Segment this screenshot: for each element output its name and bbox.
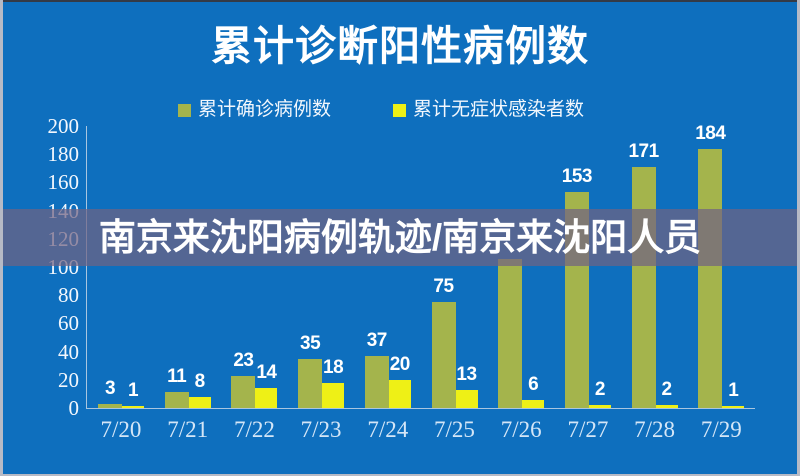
- confirmed-legend-swatch-icon: [178, 103, 191, 117]
- bar-confirmed: [364, 355, 389, 408]
- x-axis-tick-label: 7/26: [500, 417, 542, 442]
- x-axis-line: [86, 408, 755, 409]
- bar-asymptomatic: [322, 382, 345, 408]
- bar-confirmed: [431, 302, 456, 408]
- x-axis-tick-label: 7/22: [233, 417, 275, 442]
- y-axis-tick-label: 0: [68, 396, 80, 420]
- bar-asymptomatic: [522, 399, 545, 408]
- x-axis-tick-label: 7/20: [100, 417, 142, 442]
- page-title: 累计诊断阳性病例数: [211, 23, 589, 69]
- bar-value-label-asymptomatic: 6: [528, 373, 539, 395]
- overlay-banner: 南京来沈阳病例轨迹/南京来沈阳人员: [3, 209, 797, 266]
- bar-value-label-confirmed: 184: [695, 122, 726, 144]
- y-axis-line: [86, 126, 87, 408]
- bar-value-label-confirmed: 75: [433, 276, 454, 298]
- bar-confirmed: [698, 148, 723, 408]
- bar-value-label-confirmed: 171: [628, 140, 659, 162]
- bar-confirmed: [231, 375, 256, 408]
- bar-confirmed: [498, 258, 523, 408]
- bar-value-label-asymptomatic: 13: [456, 363, 477, 385]
- x-axis-tick-label: 7/24: [367, 417, 409, 442]
- bar-asymptomatic: [722, 406, 745, 408]
- bar-asymptomatic: [255, 388, 278, 408]
- x-axis-tick-label: 7/29: [700, 417, 742, 442]
- legend-item-asymptomatic: 累计无症状感染者数: [393, 100, 584, 120]
- bar-value-label-asymptomatic: 2: [661, 379, 673, 401]
- bar-value-label-confirmed: 3: [104, 377, 116, 399]
- x-axis-tick-label: 7/23: [300, 417, 342, 442]
- bar-value-label-confirmed: 35: [300, 332, 321, 354]
- x-axis-tick-label: 7/25: [434, 417, 475, 442]
- asymptomatic-legend-swatch-icon: [393, 103, 406, 117]
- overlay-headline-text: 南京来沈阳病例轨迹/南京来沈阳人员: [98, 217, 702, 258]
- bar-confirmed: [164, 392, 189, 408]
- bar-value-label-asymptomatic: 8: [194, 370, 206, 392]
- bar-confirmed: [98, 403, 122, 408]
- bar-value-label-asymptomatic: 1: [728, 380, 739, 401]
- legend-label-confirmed: 累计确诊病例数: [198, 99, 332, 120]
- legend-item-confirmed: 累计确诊病例数: [178, 100, 331, 120]
- bar-asymptomatic: [588, 405, 611, 408]
- y-axis-tick-label: 60: [58, 311, 79, 336]
- bar-asymptomatic: [655, 405, 678, 408]
- x-axis-tick-label: 7/28: [634, 417, 676, 442]
- x-axis-tick-label: 7/21: [167, 417, 209, 442]
- bar-value-label-confirmed: 11: [167, 366, 187, 388]
- chart-frame: 累计诊断阳性病例数 累计确诊病例数 累计无症状感染者数 0 20 40 60 80 100…: [3, 0, 797, 474]
- bar-value-label-confirmed: 23: [233, 349, 254, 371]
- bar-value-label-confirmed: 37: [366, 329, 388, 351]
- bar-value-label-asymptomatic: 14: [256, 362, 277, 384]
- bar-confirmed: [298, 358, 323, 408]
- bar-value-label-asymptomatic: 2: [594, 379, 606, 401]
- y-axis-tick-label: 40: [58, 339, 79, 364]
- y-axis-tick-label: 200: [47, 114, 80, 138]
- y-axis-tick-label: 160: [47, 170, 80, 195]
- y-axis-tick-label: 180: [47, 142, 80, 167]
- bar-asymptomatic: [122, 406, 144, 408]
- bar-value-label-asymptomatic: 1: [127, 380, 139, 401]
- bar-value-label-confirmed: 153: [561, 166, 593, 188]
- bar-asymptomatic: [455, 389, 478, 408]
- x-axis-tick-label: 7/27: [567, 417, 609, 442]
- y-axis-tick-label: 80: [58, 283, 79, 308]
- bar-asymptomatic: [188, 396, 211, 408]
- bar-value-label-asymptomatic: 18: [323, 356, 344, 378]
- bar-asymptomatic: [388, 379, 411, 408]
- y-axis-tick-label: 20: [58, 367, 79, 392]
- legend-label-asymptomatic: 累计无症状感染者数: [413, 99, 585, 120]
- bar-value-label-asymptomatic: 20: [389, 353, 411, 375]
- bar-confirmed: [631, 166, 656, 408]
